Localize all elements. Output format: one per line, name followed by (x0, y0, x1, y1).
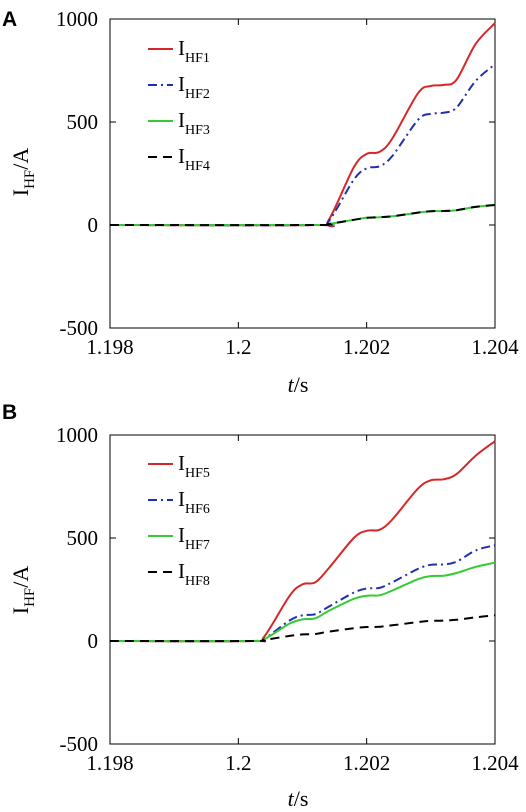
y-tick-label: 500 (67, 526, 99, 550)
y-tick-label: 0 (88, 213, 99, 237)
y-axis-label: IHF/A (8, 566, 38, 615)
series-line-hf8 (109, 614, 496, 643)
series-line-hf6 (109, 544, 496, 643)
legend-label: IHF5 (178, 451, 210, 481)
legend-label: IHF7 (178, 523, 210, 553)
y-tick-label: 0 (88, 629, 99, 653)
x-tick-label: 1.198 (86, 751, 133, 775)
x-tick-label: 1.204 (471, 751, 519, 775)
legend: IHF1 IHF2 IHF3 IHF4 (148, 36, 210, 174)
x-tick-label: 1.2 (225, 335, 251, 359)
y-axis-label: IHF/A (8, 148, 38, 197)
y-tick-label: 1000 (56, 423, 98, 447)
y-tick-group: 1000 500 0 -500 (56, 423, 495, 756)
legend-label: IHF6 (178, 487, 210, 517)
plot-frame (109, 18, 496, 329)
series-line-hf1 (109, 22, 496, 228)
legend-label: IHF2 (178, 72, 210, 102)
x-axis-label: t/s (288, 372, 309, 397)
y-tick-label: -500 (60, 316, 99, 340)
y-tick-label: 500 (67, 110, 99, 134)
series-line-hf5 (109, 440, 496, 643)
legend: IHF5 IHF6 IHF7 IHF8 (148, 451, 210, 589)
legend-label: IHF1 (178, 36, 210, 66)
series-line-hf7 (109, 561, 496, 643)
legend-label: IHF3 (178, 108, 210, 138)
x-tick-label: 1.202 (343, 335, 390, 359)
panel-label: A (2, 8, 17, 31)
x-tick-group: 1.198 1.2 1.202 1.204 (86, 19, 519, 359)
x-tick-label: 1.2 (225, 751, 251, 775)
x-tick-label: 1.198 (86, 335, 133, 359)
y-tick-label: -500 (60, 732, 99, 756)
x-tick-label: 1.204 (471, 335, 519, 359)
legend-label: IHF4 (178, 144, 210, 174)
x-axis-label: t/s (288, 786, 309, 811)
panel-label: B (2, 401, 17, 424)
series-line-hf2 (109, 63, 496, 228)
x-tick-label: 1.202 (343, 751, 390, 775)
plot-frame (109, 434, 496, 745)
series-lines (109, 22, 496, 228)
legend-label: IHF8 (178, 559, 210, 589)
series-line-hf3 (109, 204, 496, 227)
series-lines (109, 440, 496, 643)
y-tick-group: 1000 500 0 -500 (56, 7, 495, 340)
x-tick-group: 1.198 1.2 1.202 1.204 (86, 435, 519, 775)
y-tick-label: 1000 (56, 7, 98, 31)
series-line-hf4 (109, 204, 496, 227)
